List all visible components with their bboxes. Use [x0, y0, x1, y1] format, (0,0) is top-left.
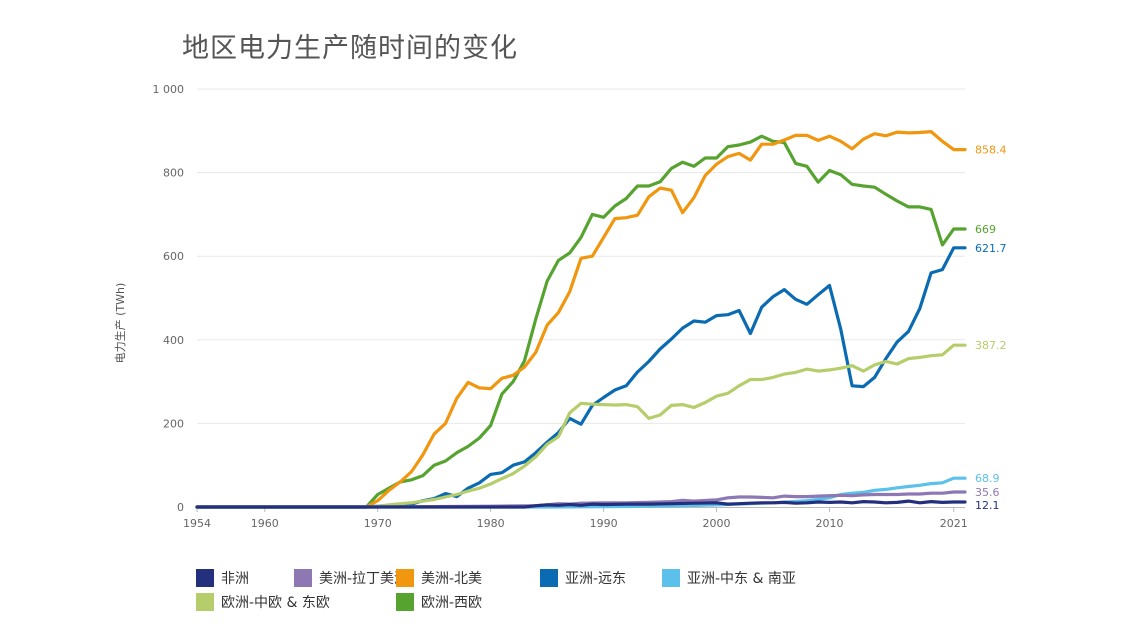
series-end-label: 621.7	[975, 242, 1007, 255]
y-tick-label: 1 000	[153, 83, 185, 96]
x-tick-label: 2021	[940, 517, 968, 530]
line-chart: 0 200 400 600 800 1 000 1954 1960 1970 1980 1990 20…	[113, 83, 1007, 530]
series-end-label: 12.1	[975, 499, 1000, 512]
series-lines	[195, 130, 967, 509]
x-tick-label: 1980	[477, 517, 505, 530]
legend-swatch	[294, 569, 312, 587]
legend-item-north-america[interactable]: 美洲-北美	[396, 568, 482, 588]
x-tick-label: 1970	[364, 517, 392, 530]
grid-lines	[197, 88, 965, 424]
series-end-label: 669	[975, 223, 996, 236]
x-tick-label: 2000	[703, 517, 731, 530]
legend-swatch	[662, 569, 680, 587]
x-tick-label: 1960	[251, 517, 279, 530]
legend-item-western-europe[interactable]: 欧洲-西欧	[396, 592, 482, 612]
legend-item-far-east[interactable]: 亚洲-远东	[540, 568, 626, 588]
legend-swatch	[396, 593, 414, 611]
legend: 非洲 美洲-拉丁美洲 美洲-北美 亚洲-远东 亚洲-中东 & 南亚 欧洲-中欧 …	[196, 568, 896, 614]
series-end-label: 387.2	[975, 339, 1007, 352]
chart-title: 地区电力生产随时间的变化	[182, 33, 518, 64]
axes: 0 200 400 600 800 1 000 1954 1960 1970 1980 1990 20…	[153, 83, 968, 530]
series-line	[195, 476, 967, 509]
y-tick-label: 0	[177, 501, 184, 514]
legend-item-middle-east-south-asia[interactable]: 亚洲-中东 & 南亚	[662, 568, 796, 588]
y-tick-label: 400	[163, 334, 184, 347]
legend-label: 欧洲-中欧 & 东欧	[221, 595, 330, 611]
legend-swatch	[540, 569, 558, 587]
legend-label: 美洲-拉丁美洲	[319, 571, 409, 587]
legend-label: 美洲-北美	[421, 571, 483, 587]
y-tick-label: 200	[163, 417, 184, 430]
series-line	[195, 246, 967, 509]
end-labels: 858.4 669 621.7 387.2 68.935.612.1	[975, 144, 1007, 512]
series-end-label: 858.4	[975, 144, 1007, 157]
legend-label: 亚洲-远东	[565, 571, 627, 587]
series-line	[195, 134, 967, 509]
y-axis-label: 电力生产 (TWh)	[113, 283, 127, 364]
legend-swatch	[196, 593, 214, 611]
legend-item-central-eastern-europe[interactable]: 欧洲-中欧 & 东欧	[196, 592, 330, 612]
y-tick-label: 600	[163, 250, 184, 263]
y-tick-label: 800	[163, 167, 184, 180]
series-line	[195, 499, 967, 509]
series-end-label: 35.6	[975, 486, 1000, 499]
x-tick-label: 1954	[183, 517, 211, 530]
series-line	[195, 130, 967, 509]
legend-item-africa[interactable]: 非洲	[196, 568, 249, 588]
legend-swatch	[396, 569, 414, 587]
series-end-label: 68.9	[975, 472, 1000, 485]
legend-label: 亚洲-中东 & 南亚	[687, 571, 796, 587]
legend-swatch	[196, 569, 214, 587]
series-line	[195, 343, 967, 509]
x-tick-label: 2010	[815, 517, 843, 530]
legend-label: 非洲	[221, 571, 249, 587]
legend-item-latin-america[interactable]: 美洲-拉丁美洲	[294, 568, 408, 588]
legend-label: 欧洲-西欧	[421, 595, 483, 611]
x-tick-label: 1990	[590, 517, 618, 530]
